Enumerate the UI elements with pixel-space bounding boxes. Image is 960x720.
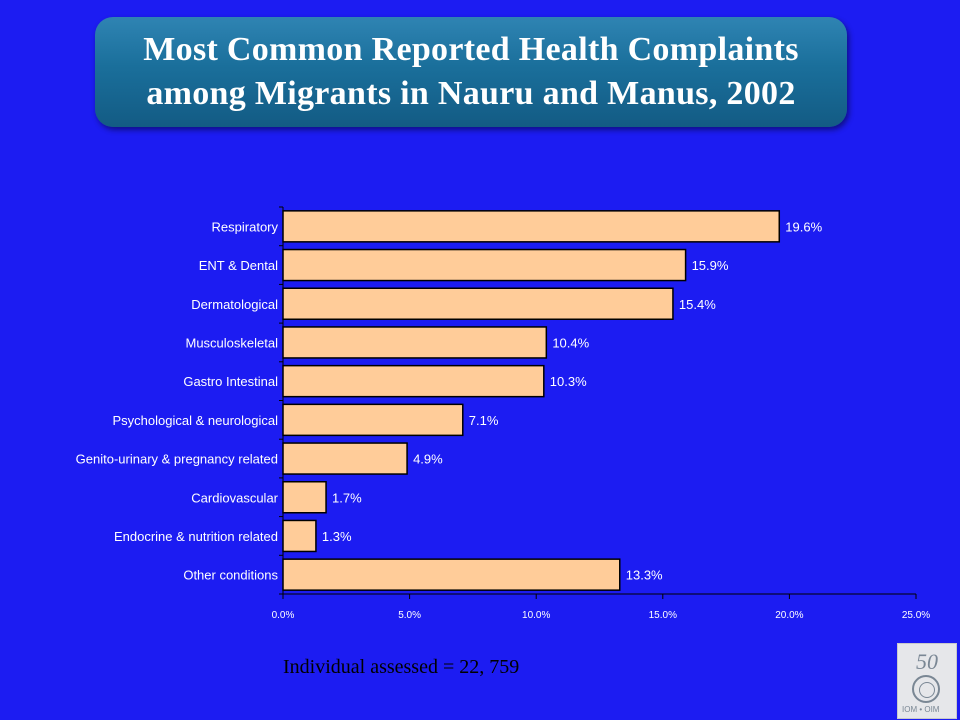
data-label: 15.4% bbox=[679, 297, 716, 312]
category-label: Musculoskeletal bbox=[186, 335, 279, 350]
bar bbox=[282, 326, 548, 359]
x-tick-label: 0.0% bbox=[272, 610, 295, 621]
title-banner: Most Common Reported Health Complaints a… bbox=[95, 17, 847, 127]
chart-title-line-2: among Migrants in Nauru and Manus, 2002 bbox=[146, 75, 796, 112]
bar bbox=[282, 442, 408, 475]
x-tick-label: 5.0% bbox=[398, 610, 421, 621]
data-label: 13.3% bbox=[626, 568, 663, 583]
category-label: ENT & Dental bbox=[199, 258, 278, 273]
globe-icon bbox=[912, 675, 940, 703]
data-label: 1.7% bbox=[332, 490, 362, 505]
x-tick-label: 20.0% bbox=[775, 610, 803, 621]
category-label: Other conditions bbox=[183, 568, 278, 583]
x-tick-label: 25.0% bbox=[902, 610, 930, 621]
category-label: Respiratory bbox=[212, 219, 279, 234]
data-label: 15.9% bbox=[692, 258, 729, 273]
x-tick-label: 10.0% bbox=[522, 610, 550, 621]
bar-chart: 0.0% 5.0% 10.0% 15.0% 20.0% 25.0% Respiratory 1… bbox=[76, 206, 930, 621]
iom-logo: 50 IOM • OIM bbox=[897, 643, 957, 719]
chart-title: Most Common Reported Health Complaints a… bbox=[143, 28, 798, 116]
data-label: 10.3% bbox=[550, 374, 587, 389]
data-label: 19.6% bbox=[785, 219, 822, 234]
x-tick-label: 15.0% bbox=[649, 610, 677, 621]
bar bbox=[282, 403, 464, 437]
bar bbox=[282, 558, 621, 591]
bar bbox=[282, 248, 687, 282]
data-label: 7.1% bbox=[469, 413, 499, 428]
category-label: Gastro Intestinal bbox=[183, 374, 278, 389]
category-label: Psychological & neurological bbox=[113, 413, 279, 428]
data-label: 1.3% bbox=[322, 529, 352, 544]
data-label: 10.4% bbox=[552, 335, 589, 350]
category-label: Dermatological bbox=[191, 297, 278, 312]
logo-text: IOM • OIM bbox=[902, 705, 940, 714]
footnote: Individual assessed = 22, 759 bbox=[283, 656, 520, 678]
category-label: Genito-urinary & pregnancy related bbox=[76, 452, 278, 467]
category-label: Cardiovascular bbox=[191, 490, 278, 505]
data-label: 4.9% bbox=[413, 452, 443, 467]
bar bbox=[282, 481, 327, 514]
bar bbox=[282, 519, 317, 553]
logo-50-mark: 50 bbox=[916, 649, 938, 674]
bar bbox=[282, 210, 781, 243]
bar bbox=[282, 364, 545, 398]
chart-title-line-1: Most Common Reported Health Complaints bbox=[143, 31, 799, 68]
bar bbox=[282, 287, 674, 320]
category-label: Endocrine & nutrition related bbox=[114, 529, 278, 544]
